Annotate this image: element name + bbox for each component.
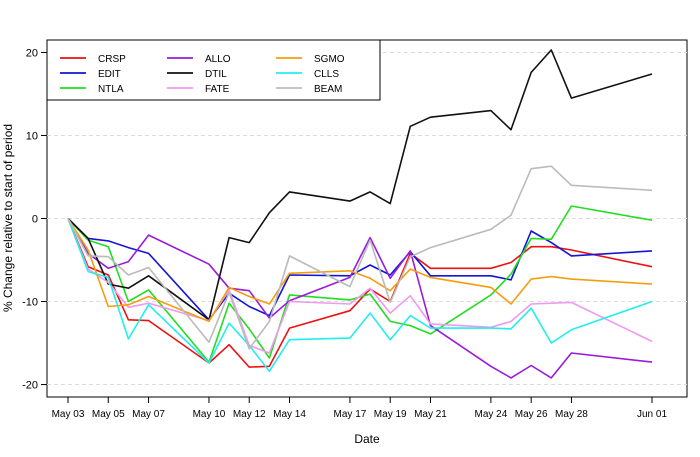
x-tick-label: May 19 [374, 409, 407, 420]
x-tick-label: May 17 [334, 409, 367, 420]
y-tick-label: -20 [22, 380, 38, 392]
x-tick-label: May 07 [132, 409, 165, 420]
legend-label: ALLO [205, 54, 231, 65]
legend-label: NTLA [98, 84, 124, 95]
x-tick-label: May 10 [193, 409, 226, 420]
series-line-sgmo [67, 218, 653, 323]
series-line-allo [67, 218, 653, 379]
y-axis: -20 -10 0 10 20 [22, 47, 47, 392]
legend-label: CRSP [98, 54, 126, 65]
x-axis-label: Date [354, 432, 380, 446]
legend-label: SGMO [314, 54, 345, 65]
x-tick-label: May 21 [414, 409, 447, 420]
legend-label: CLLS [314, 69, 339, 80]
y-tick-label: 0 [32, 214, 38, 226]
x-axis: May 03 May 05 May 07 May 10 May 12 May 14 May … [52, 397, 667, 420]
series-lines [67, 49, 653, 379]
x-tick-label: May 24 [474, 409, 507, 420]
legend-label: FATE [205, 84, 230, 95]
series-line-fate [67, 218, 653, 354]
y-tick-label: 20 [26, 47, 38, 59]
legend-box [46, 39, 381, 101]
legend-label: DTIL [205, 69, 227, 80]
legend-label: EDIT [98, 69, 121, 80]
series-line-dtil [67, 49, 653, 321]
series-line-clls [67, 218, 653, 373]
series-line-beam [67, 165, 653, 350]
x-tick-label: May 05 [92, 409, 125, 420]
x-tick-label: May 14 [273, 409, 306, 420]
y-tick-label: 10 [26, 130, 38, 142]
legend: CRSP EDIT NTLA ALLO DTIL FATE SGMO CLLS BEAM [46, 39, 381, 101]
x-tick-label: Jun 01 [637, 409, 667, 420]
y-axis-label: % Change relative to start of period [1, 124, 15, 312]
series-line-crsp [67, 218, 653, 368]
series-line-ntla [67, 205, 653, 363]
x-tick-label: May 26 [515, 409, 548, 420]
x-tick-label: May 03 [52, 409, 85, 420]
legend-label: BEAM [314, 84, 342, 95]
x-tick-label: May 28 [555, 409, 588, 420]
x-tick-label: May 12 [233, 409, 266, 420]
y-tick-label: -10 [22, 297, 38, 309]
